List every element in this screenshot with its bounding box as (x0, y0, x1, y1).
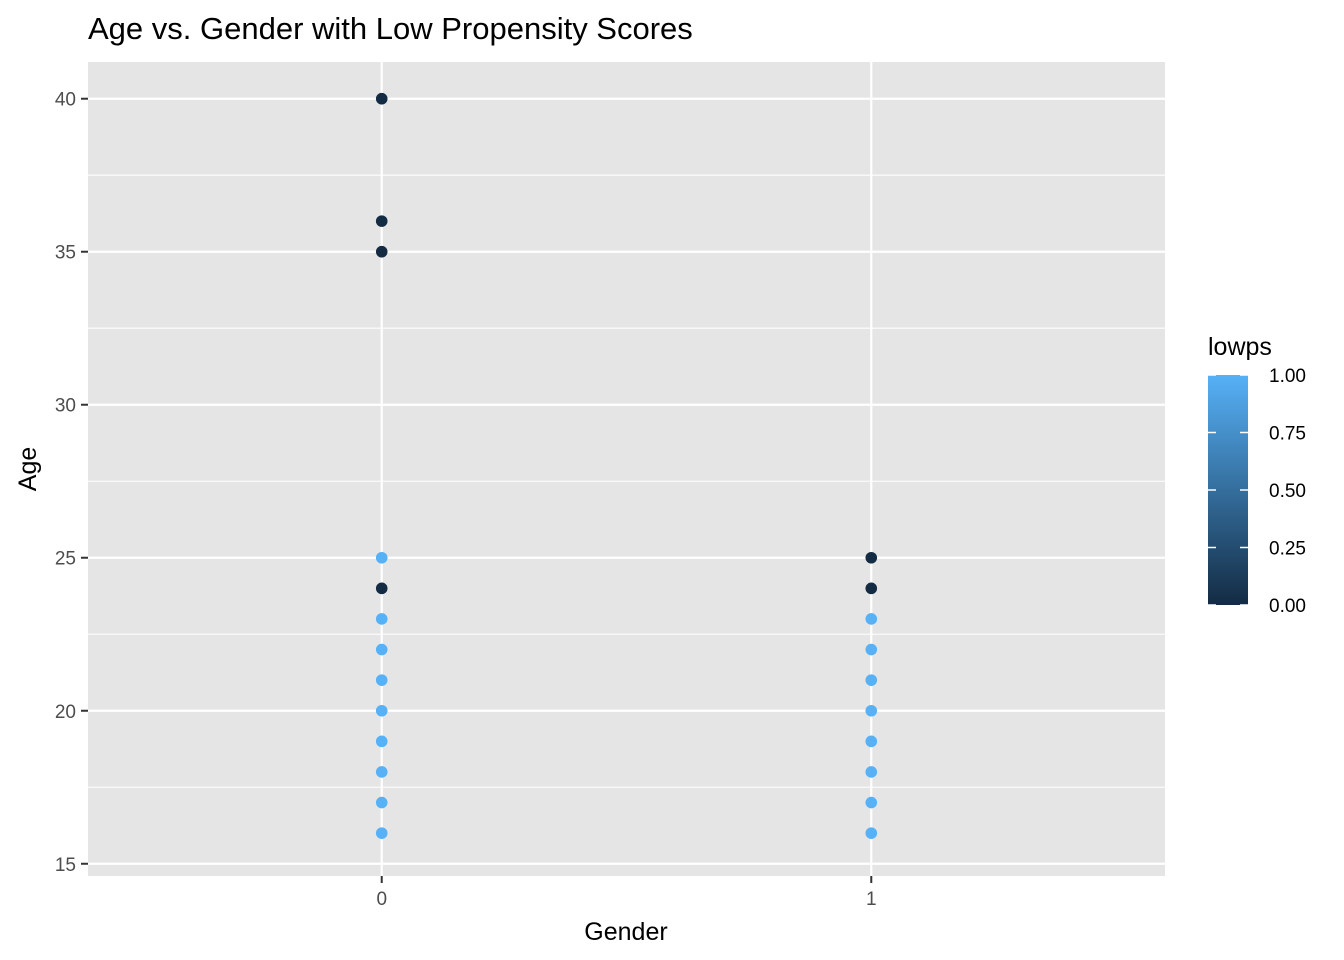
y-tick-label: 35 (55, 243, 76, 264)
data-point (865, 766, 878, 778)
data-point (375, 643, 388, 656)
colorbar-ticks: 0.00 0.25 0.50 0.75 1.00 (1208, 366, 1306, 617)
x-axis-label: Gender (584, 918, 667, 946)
data-point (865, 674, 878, 686)
legend-title: lowps (1208, 333, 1272, 361)
chart-title: Age vs. Gender with Low Propensity Score… (88, 11, 693, 46)
y-axis-label: Age (14, 447, 42, 491)
data-point (375, 551, 388, 564)
y-tick-label: 15 (55, 855, 76, 876)
y-tick-label: 20 (55, 702, 76, 723)
data-points (375, 92, 878, 839)
colorbar-tick-label: 0.00 (1269, 596, 1306, 617)
data-point (375, 704, 388, 717)
colorbar-tick-label: 0.50 (1269, 481, 1306, 502)
colorbar-tick-label: 0.75 (1269, 424, 1306, 445)
legend: lowps 0.00 0.25 0.50 0.75 1.00 (1208, 333, 1306, 617)
data-point (375, 245, 388, 258)
minor-gridlines (88, 174, 1165, 788)
colorbar-tick-label: 1.00 (1269, 366, 1306, 387)
x-tick-label: 0 (376, 889, 387, 910)
y-tick-label: 25 (55, 549, 76, 570)
data-point (865, 582, 878, 595)
plot-panel (88, 62, 1165, 876)
data-point (375, 766, 388, 778)
y-tick-label: 40 (55, 90, 76, 111)
y-tick-label: 30 (55, 396, 76, 417)
data-point (375, 735, 388, 748)
data-point (375, 215, 388, 227)
y-axis-ticks: 15 20 25 30 35 40 (55, 90, 88, 876)
data-point (375, 796, 388, 809)
data-point (375, 827, 388, 839)
data-point (865, 613, 878, 625)
data-point (865, 735, 878, 748)
data-point (865, 551, 878, 564)
colorbar-tick-label: 0.25 (1269, 539, 1306, 560)
data-point (375, 92, 388, 105)
data-point (865, 796, 878, 809)
data-point (865, 827, 878, 839)
data-point (375, 674, 388, 686)
data-point (375, 582, 388, 595)
data-point (865, 704, 878, 717)
data-point (865, 643, 878, 656)
x-tick-label: 1 (866, 889, 877, 910)
data-point (375, 613, 388, 625)
